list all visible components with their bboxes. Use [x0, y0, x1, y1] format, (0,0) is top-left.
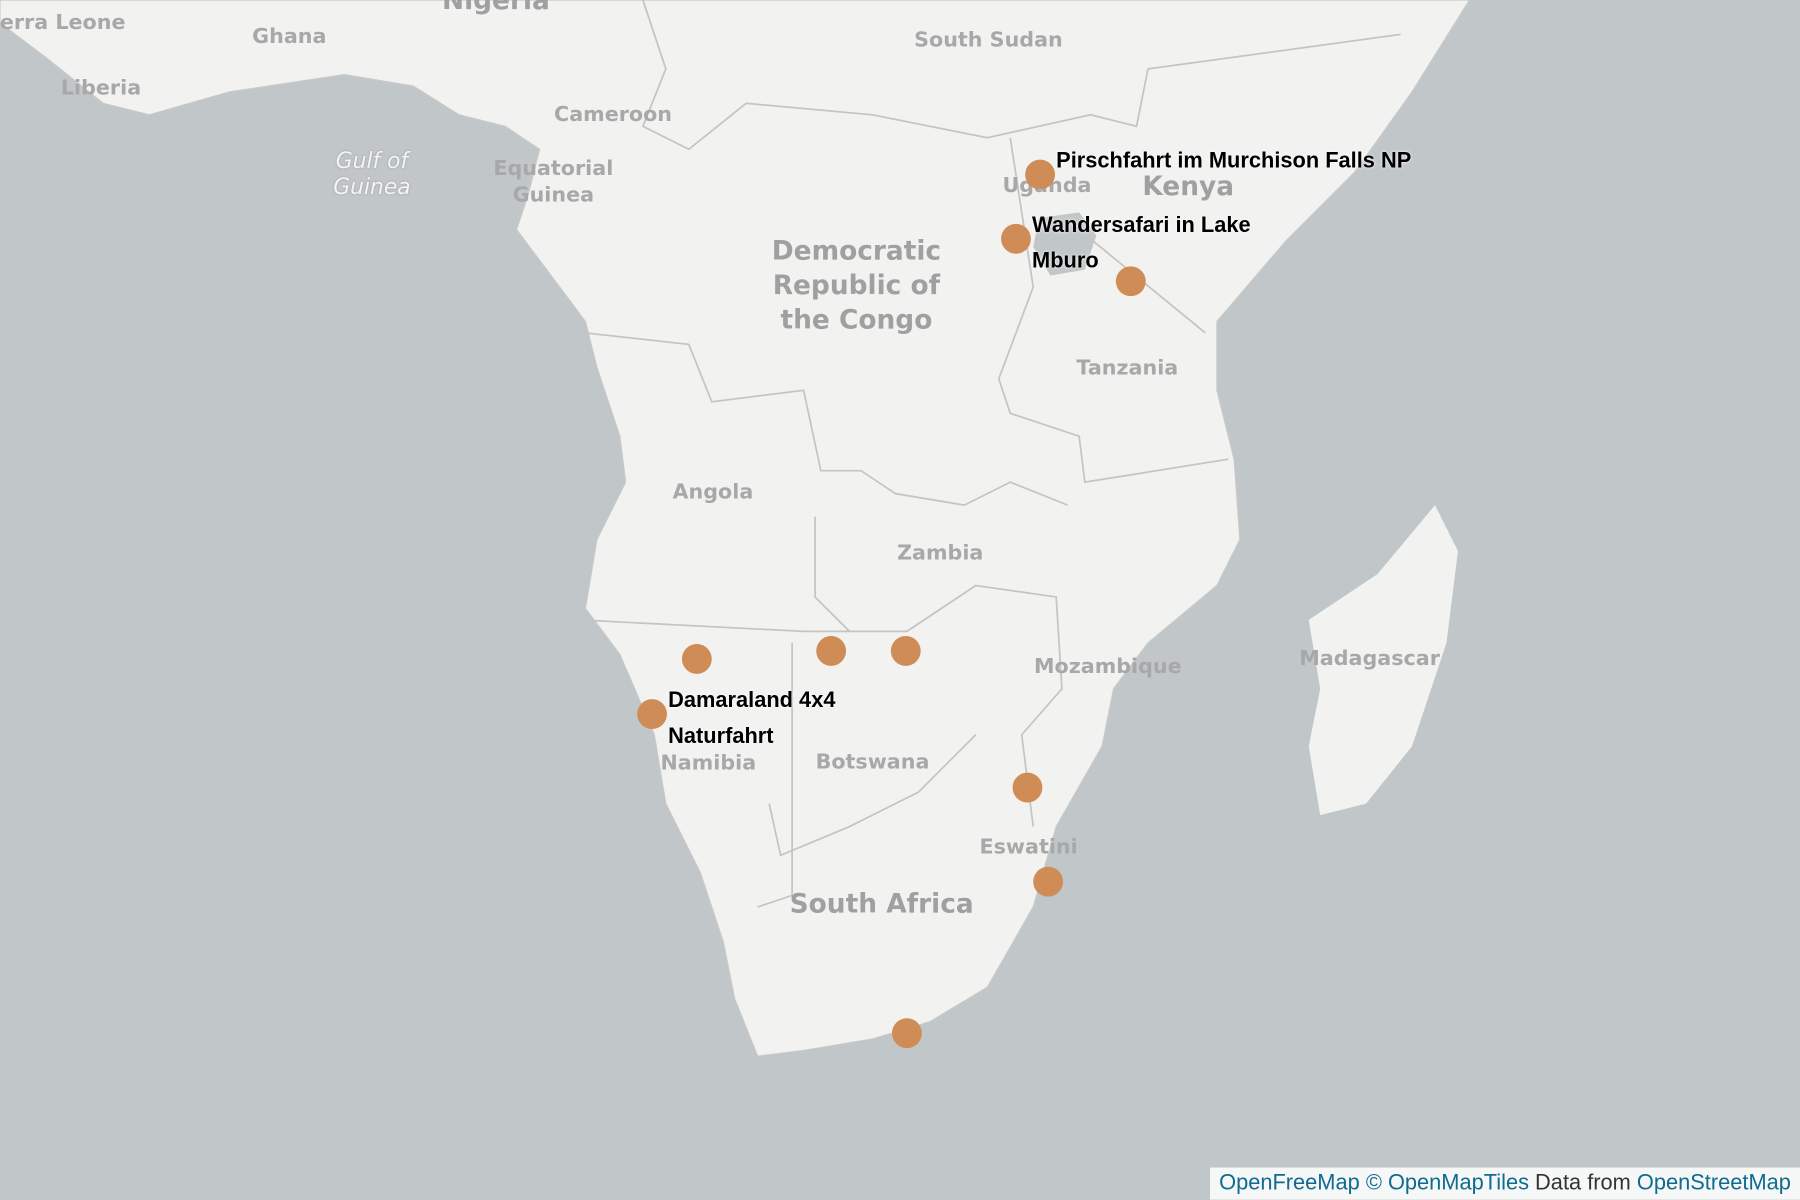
country-label: Eswatini	[979, 834, 1078, 860]
land	[1308, 505, 1458, 816]
tour-marker[interactable]	[1115, 266, 1146, 297]
tour-marker[interactable]	[891, 1018, 922, 1049]
country-label: Equatorial Guinea	[493, 156, 614, 208]
water-label: Gulf of Guinea	[333, 148, 411, 200]
land	[0, 0, 1471, 1057]
tour-marker[interactable]	[1033, 866, 1064, 897]
country-label: Angola	[672, 480, 754, 505]
tour-marker[interactable]	[1012, 772, 1043, 803]
place-label: Pirschfahrt im Murchison Falls NP	[1056, 149, 1412, 174]
tour-marker[interactable]	[816, 635, 847, 666]
country-label: Tanzania	[1076, 356, 1179, 381]
country-label: Cameroon	[554, 102, 673, 127]
country-label: South Sudan	[914, 27, 1063, 53]
attribution-link[interactable]: OpenFreeMap	[1219, 1170, 1360, 1196]
country-label: South Africa	[789, 889, 974, 920]
tour-marker[interactable]	[890, 635, 921, 666]
attribution: OpenFreeMap © OpenMapTiles Data from Ope…	[1209, 1167, 1800, 1200]
country-label: Democratic Republic of the Congo	[771, 236, 942, 336]
attribution-text: Data from	[1535, 1170, 1631, 1196]
place-label: Damaraland 4x4 Naturfahrt	[668, 688, 836, 749]
country-label: Ghana	[252, 24, 327, 49]
country-label: Kenya	[1142, 172, 1235, 203]
attribution-link[interactable]: OpenStreetMap	[1636, 1170, 1791, 1196]
country-label: Madagascar	[1299, 646, 1440, 671]
country-label: Namibia	[660, 751, 757, 776]
tour-marker[interactable]	[1025, 159, 1056, 190]
country-label: Mozambique	[1033, 654, 1182, 679]
country-label: Nigeria	[442, 0, 550, 17]
country-label: Zambia	[897, 541, 984, 566]
country-label: Botswana	[815, 749, 930, 775]
country-label: Liberia	[60, 76, 142, 101]
place-label: Wandersafari in Lake Mburo	[1032, 213, 1251, 274]
attribution-link[interactable]: © OpenMapTiles	[1365, 1170, 1529, 1196]
tour-marker[interactable]	[681, 644, 712, 674]
country-label: Sierra Leone	[0, 10, 126, 35]
borders	[579, 0, 1401, 908]
tour-marker[interactable]	[1001, 223, 1031, 254]
tour-marker[interactable]	[637, 699, 667, 729]
lake	[1033, 212, 1097, 276]
